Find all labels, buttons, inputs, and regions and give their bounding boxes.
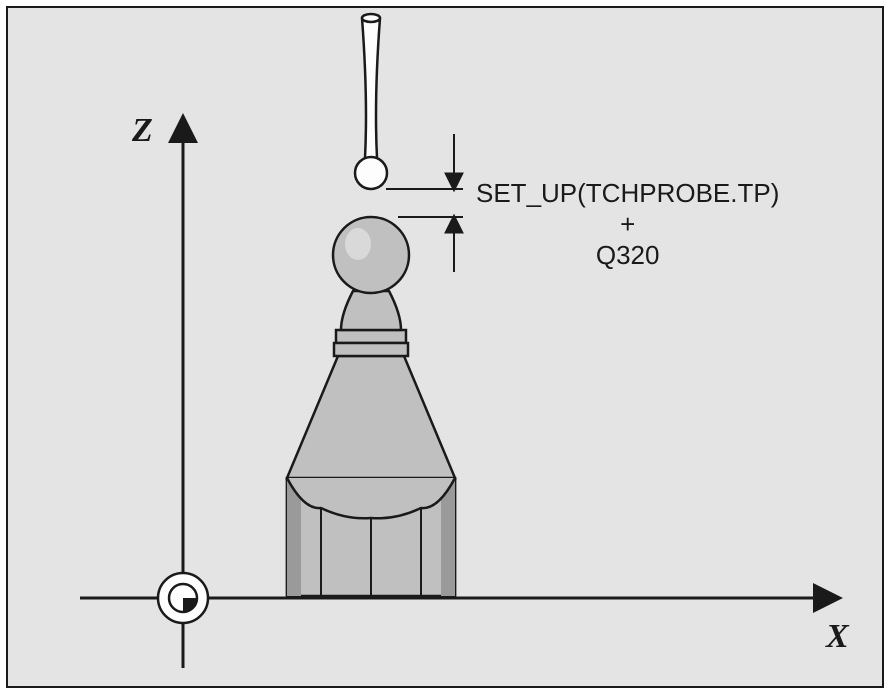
touch-probe [355, 14, 387, 189]
setup-annotation: SET_UP(TCHPROBE.TP) + Q320 [476, 178, 779, 272]
setup-line1: SET_UP(TCHPROBE.TP) [476, 178, 779, 208]
z-axis-label: Z [132, 112, 153, 150]
setup-line2: + [620, 209, 635, 239]
diagram-frame: Z X SET_UP(TCHPROBE.TP) + Q320 [6, 6, 884, 688]
calibration-tool [287, 217, 455, 596]
setup-line3: Q320 [596, 240, 660, 270]
diagram-svg [8, 8, 886, 690]
origin-marker [158, 573, 208, 623]
x-axis-label: X [826, 618, 849, 656]
